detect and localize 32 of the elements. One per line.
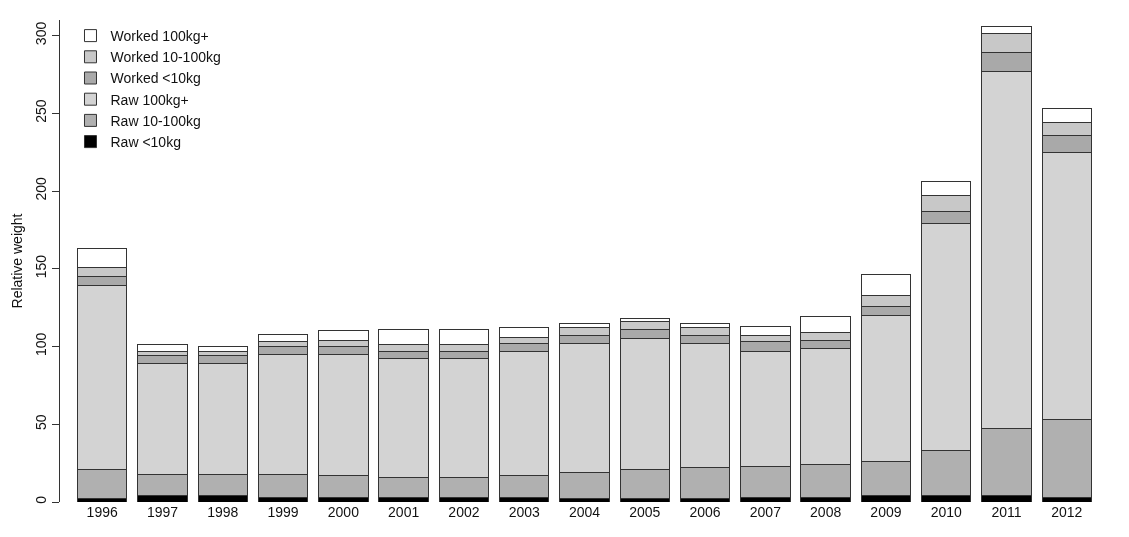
x-tick-label: 2000 <box>327 504 360 520</box>
x-tick-label: 1997 <box>146 504 179 520</box>
x-tick-label: 2009 <box>870 504 902 520</box>
x-tick-label: 2005 <box>629 504 661 520</box>
x-tick-label: 2002 <box>448 504 480 520</box>
x-tick-label: 2011 <box>991 504 1022 520</box>
x-tick-label: 2007 <box>749 504 782 520</box>
y-tick-label: 0 <box>33 495 50 504</box>
y-tick-label: 300 <box>33 21 50 46</box>
x-tick-label: 1999 <box>267 504 299 520</box>
y-tick-label: 250 <box>33 99 50 123</box>
y-tick-label: 200 <box>33 177 50 201</box>
x-tick-label: 2004 <box>568 504 601 520</box>
x-tick-label: 1996 <box>86 504 118 520</box>
legend-label: Raw 10-100kg <box>110 112 201 129</box>
x-tick-label: 2010 <box>930 504 962 520</box>
bar <box>257 333 309 343</box>
legend-label: Raw 100kg+ <box>110 91 189 108</box>
y-axis-title: Relative weight <box>9 213 25 309</box>
x-tick-label: 1998 <box>207 504 239 520</box>
legend-label: Worked 100kg+ <box>110 28 209 45</box>
y-tick-label: 100 <box>33 332 50 357</box>
y-tick-label: 50 <box>33 414 50 430</box>
x-tick-label: 2001 <box>388 504 420 520</box>
y-tick-label: 150 <box>33 254 50 279</box>
x-tick-label: 2008 <box>810 504 842 520</box>
x-tick-label: 2012 <box>1051 504 1083 520</box>
legend-label: Worked 10-100kg <box>110 49 221 66</box>
x-tick-label: 2006 <box>689 504 721 520</box>
legend-label: Raw <10kg <box>110 134 181 151</box>
x-tick-label: 2003 <box>508 504 540 520</box>
legend-label: Worked <10kg <box>110 70 201 87</box>
